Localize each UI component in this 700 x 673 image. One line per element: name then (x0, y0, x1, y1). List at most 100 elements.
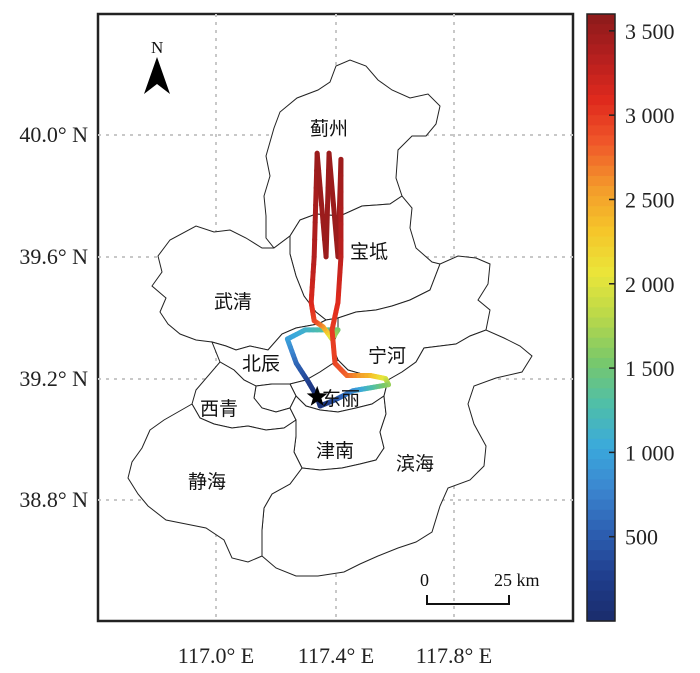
district-label-dongli: 东丽 (322, 388, 360, 410)
track-segment (314, 150, 322, 174)
colorbar-band (587, 185, 615, 197)
track-segment (326, 150, 334, 174)
district-jizhou (263, 59, 441, 249)
district-label-jinnan: 津南 (316, 440, 354, 462)
track-segment (319, 202, 326, 225)
colorbar-band (587, 236, 615, 248)
district-binhai (261, 329, 533, 577)
colorbar-band (587, 246, 615, 258)
north-arrow: N (144, 38, 170, 94)
y-tick-label: 38.8° N (19, 487, 88, 512)
colorbar-band (587, 84, 615, 96)
x-axis-labels: 117.0° E 117.4° E 117.8° E (178, 643, 492, 668)
colorbar-band (587, 287, 615, 298)
colorbar-band (587, 529, 615, 541)
scale-bar-line (426, 595, 510, 605)
district-boundaries (127, 59, 533, 577)
colorbar-band (587, 266, 615, 278)
y-tick-label: 40.0° N (19, 122, 88, 147)
colorbar-band (587, 347, 615, 359)
colorbar-label: 3 500 (625, 19, 675, 44)
district-labels: 蓟州 宝坻 武清 宁河 北辰 东丽 西青 津南 滨海 静海 (188, 118, 434, 493)
colorbar-label: 1 500 (625, 356, 675, 381)
colorbar-band (587, 64, 615, 76)
track-segment (331, 202, 338, 225)
colorbar-band (587, 479, 615, 491)
colorbar-band (587, 125, 615, 136)
colorbar-band (587, 398, 615, 410)
colorbar-band (587, 226, 615, 238)
district-label-baodi: 宝坻 (350, 241, 388, 263)
district-label-jizhou: 蓟州 (310, 118, 348, 140)
track-segment (328, 168, 335, 191)
colorbar-band (587, 317, 615, 329)
district-label-binhai: 滨海 (396, 453, 434, 475)
colorbar-label: 500 (625, 525, 658, 550)
colorbar-band (587, 540, 615, 551)
colorbar-band (587, 307, 615, 319)
colorbar-band (587, 489, 615, 501)
colorbar-band (587, 600, 615, 612)
colorbar-ticks (609, 30, 615, 538)
colorbar-band (587, 418, 615, 430)
scale-bar: 0 25 km (420, 570, 540, 605)
colorbar-band (587, 327, 615, 339)
colorbar-band (587, 277, 615, 288)
colorbar-band (587, 54, 615, 66)
colorbar-band (587, 74, 615, 86)
colorbar-label: 2 000 (625, 272, 675, 297)
scale-bar-end-label: 25 km (494, 570, 540, 590)
colorbar-band (587, 610, 615, 622)
district-label-ninghe: 宁河 (368, 345, 406, 367)
colorbar-band (587, 94, 615, 106)
track-segment (317, 185, 325, 208)
district-label-wuqing: 武清 (214, 291, 252, 313)
colorbar: 3 500 3 000 2 500 2 000 1 500 1 000 500 (586, 13, 675, 622)
colorbar-band (587, 570, 615, 582)
colorbar-band (587, 469, 615, 480)
district-label-beichen: 北辰 (242, 353, 280, 375)
north-arrow-icon (144, 57, 170, 94)
colorbar-band (587, 175, 615, 187)
colorbar-band (587, 499, 615, 511)
colorbar-band (587, 388, 615, 400)
colorbar-band (587, 135, 615, 147)
colorbar-band (587, 216, 615, 228)
y-tick-label: 39.6° N (19, 244, 88, 269)
north-label: N (151, 38, 163, 57)
colorbar-band (587, 105, 615, 116)
colorbar-band (587, 449, 615, 460)
colorbar-band (587, 44, 615, 56)
track-segment (316, 168, 323, 191)
colorbar-band (587, 115, 615, 126)
colorbar-band (587, 337, 615, 349)
colorbar-band (587, 297, 615, 308)
colorbar-band (587, 550, 615, 561)
track-segment (329, 185, 337, 208)
y-axis-labels: 40.0° N 39.6° N 39.2° N 38.8° N (19, 122, 88, 512)
colorbar-label: 1 000 (625, 440, 675, 465)
colorbar-band (587, 145, 615, 157)
colorbar-label: 2 500 (625, 187, 675, 212)
colorbar-band (587, 590, 615, 602)
colorbar-band (587, 438, 615, 450)
colorbar-bands (587, 14, 615, 622)
colorbar-label: 3 000 (625, 103, 675, 128)
district-label-xiqing: 西青 (200, 398, 238, 420)
district-jinghai (127, 403, 303, 563)
flight-track (284, 150, 392, 409)
colorbar-band (587, 206, 615, 217)
colorbar-band (587, 34, 615, 45)
colorbar-band (587, 408, 615, 420)
colorbar-band (587, 509, 615, 521)
colorbar-band (587, 165, 615, 177)
colorbar-band (587, 196, 615, 207)
colorbar-band (587, 519, 615, 531)
x-tick-label: 117.8° E (416, 643, 492, 668)
x-tick-label: 117.0° E (178, 643, 254, 668)
colorbar-band (587, 368, 615, 379)
colorbar-band (587, 256, 615, 268)
colorbar-band (587, 459, 615, 470)
colorbar-band (587, 24, 615, 35)
